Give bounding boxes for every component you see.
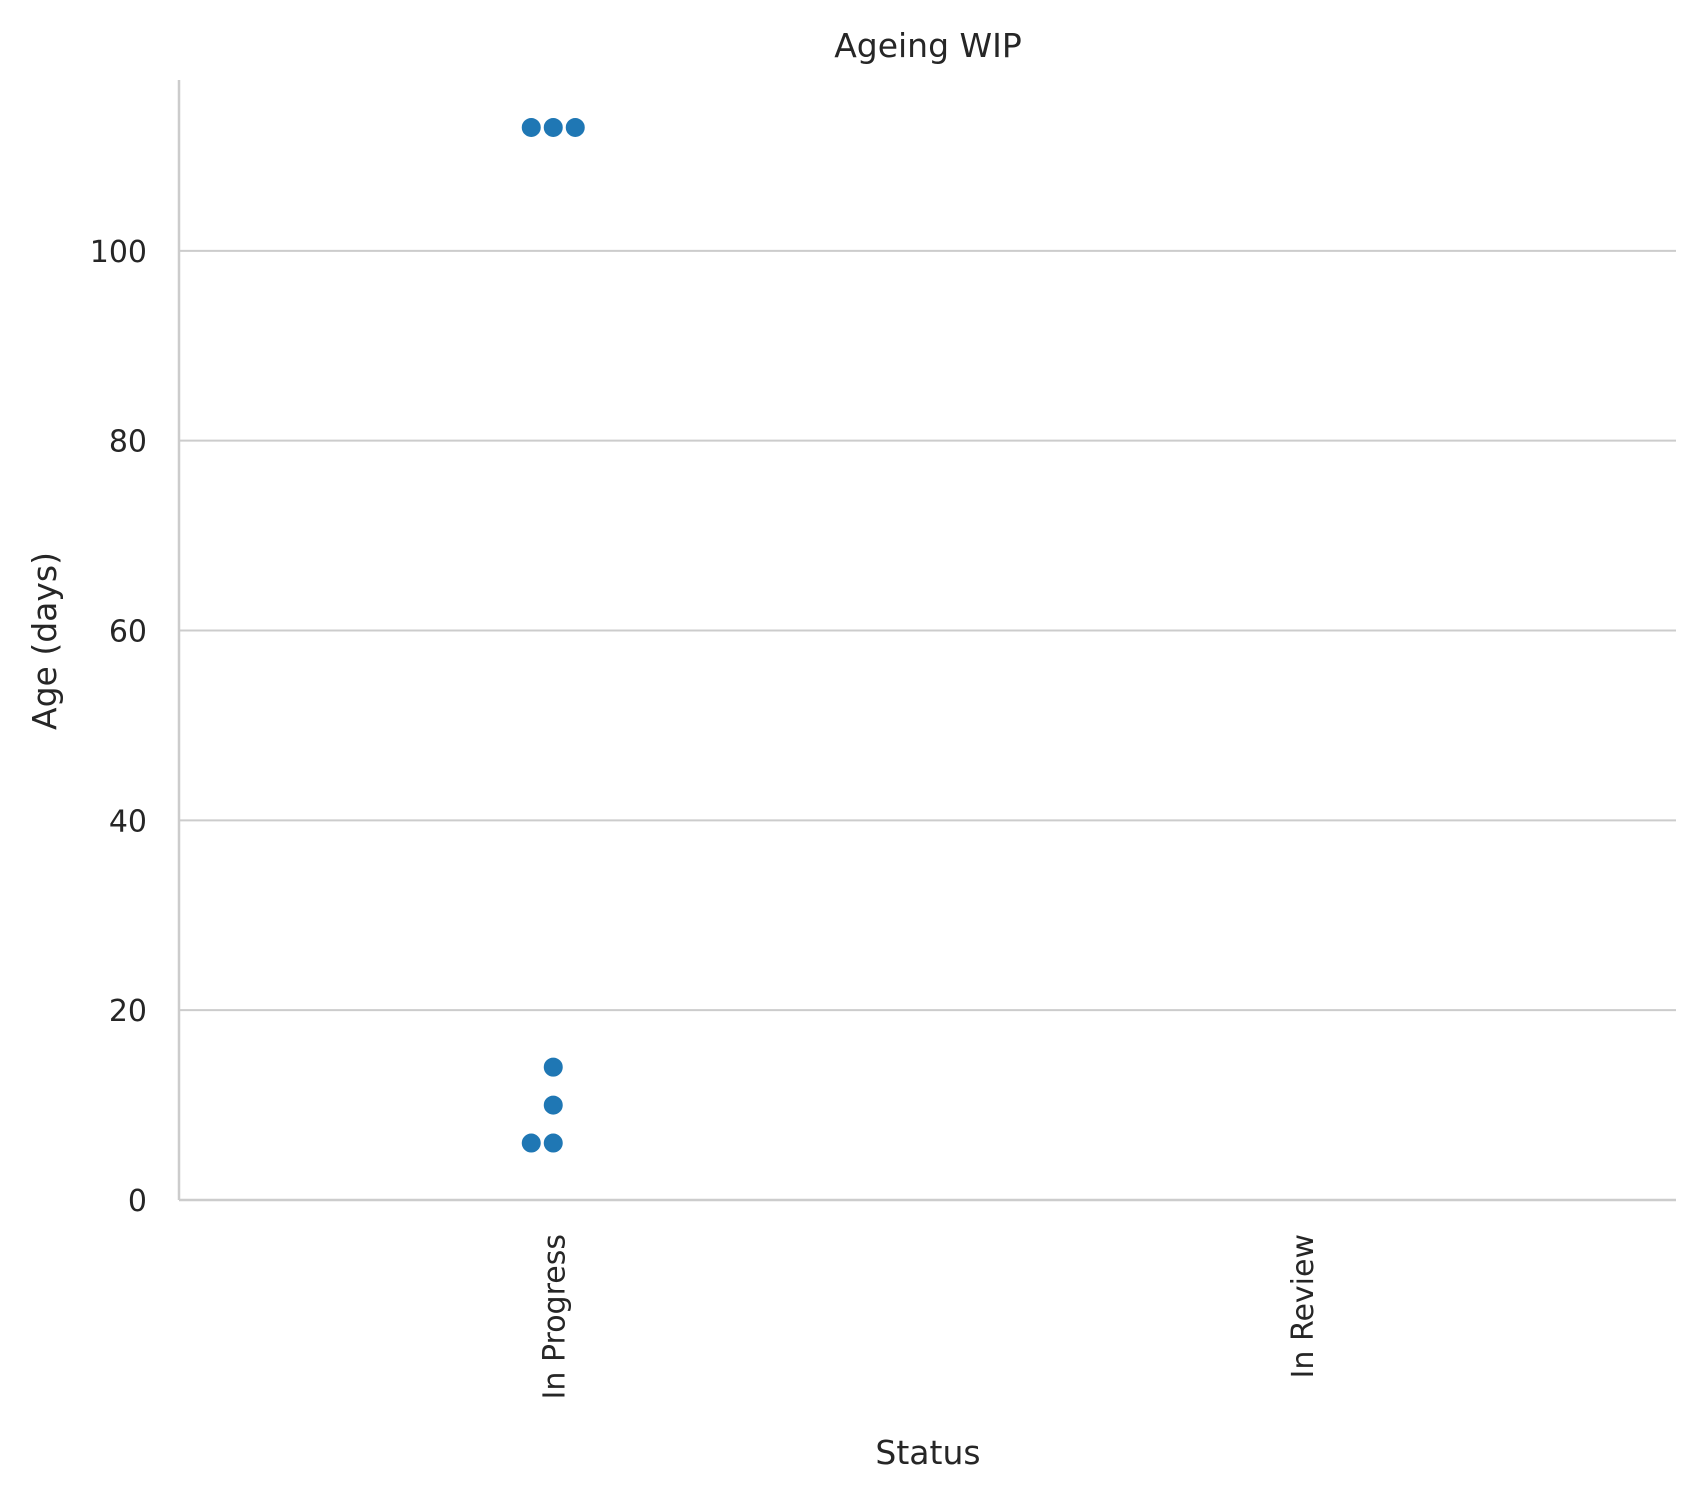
data-point xyxy=(520,116,542,138)
x-axis-label: Status xyxy=(875,1433,980,1472)
data-point xyxy=(542,1132,564,1154)
y-tick-label: 60 xyxy=(109,615,147,650)
data-point xyxy=(542,116,564,138)
data-point xyxy=(542,1094,564,1116)
data-point xyxy=(520,1132,542,1154)
gridlines xyxy=(179,249,1676,1012)
x-tick-label: In Review xyxy=(1286,1234,1321,1378)
data-point xyxy=(542,1056,564,1078)
y-axis-label: Age (days) xyxy=(25,552,64,730)
data-points xyxy=(520,116,586,1154)
tick-labels: 0 20 40 60 80 100 In Progress In Review xyxy=(90,235,1321,1400)
y-tick-label: 100 xyxy=(90,235,147,270)
data-point xyxy=(564,116,586,138)
y-tick-label: 0 xyxy=(128,1184,147,1219)
y-tick-label: 20 xyxy=(109,994,147,1029)
y-tick-label: 40 xyxy=(109,804,147,839)
x-tick-label: In Progress xyxy=(537,1234,572,1399)
axes xyxy=(177,80,1676,1202)
chart-title: Ageing WIP xyxy=(834,26,1022,65)
y-tick-label: 80 xyxy=(109,425,147,460)
